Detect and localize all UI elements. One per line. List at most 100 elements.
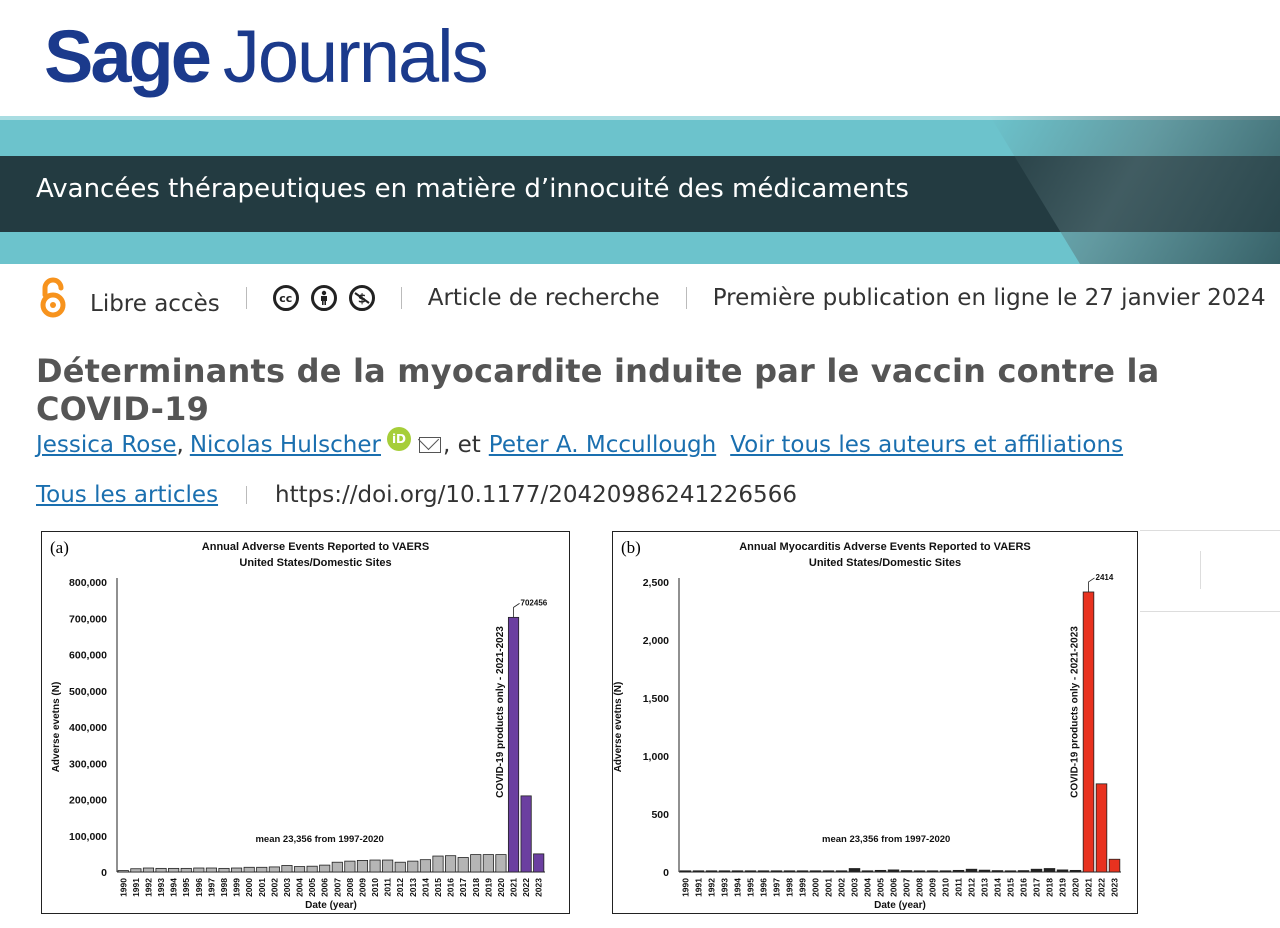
x-tick-label: 2005: [876, 878, 886, 897]
x-tick-label: 2002: [269, 878, 279, 897]
x-tick-label: 2012: [967, 878, 977, 897]
author-separator: ,: [176, 432, 184, 458]
x-tick-label: 2004: [863, 878, 873, 897]
publication-date: Première publication en ligne le 27 janv…: [712, 285, 1266, 311]
bar-1995: [744, 870, 757, 873]
bar-2015: [1004, 870, 1017, 873]
open-access-icon: [40, 277, 66, 318]
view-all-authors-link[interactable]: Voir tous les auteurs et affiliations: [730, 432, 1124, 458]
x-tick-label: 2001: [824, 878, 834, 897]
bar-2010: [939, 870, 952, 873]
x-tick-label: 1997: [206, 878, 216, 897]
all-articles-link[interactable]: Tous les articles: [36, 482, 219, 508]
x-tick-label: 1997: [772, 878, 782, 897]
license-icons[interactable]: cc $: [272, 285, 375, 311]
bar-1997: [205, 867, 217, 873]
bar-2007: [900, 870, 913, 873]
meta-separator: [245, 287, 247, 309]
x-tick-label: 2023: [1110, 878, 1120, 897]
x-tick-label: 1994: [733, 878, 743, 897]
bar-2006: [319, 864, 331, 873]
y-axis-label: Adverse evetns (N): [51, 682, 62, 773]
bar-2005: [306, 865, 318, 873]
x-tick-label: 2011: [954, 878, 964, 897]
x-tick-label: 2019: [1058, 878, 1068, 897]
bar-1993: [155, 867, 167, 873]
bar-2020: [1069, 869, 1082, 873]
email-icon[interactable]: [418, 437, 441, 453]
bar-1994: [168, 867, 180, 873]
x-tick-label: 1996: [194, 878, 204, 897]
bar-1995: [180, 867, 192, 873]
bar-2009: [926, 870, 939, 873]
bar-1999: [796, 870, 809, 873]
x-tick-label: 2023: [534, 878, 544, 897]
bar-2000: [243, 866, 255, 873]
banner-stripe: [0, 116, 1280, 120]
x-tick-label: 2005: [307, 878, 317, 897]
article-meta: Libre accès cc $ Article de recherche Pr…: [36, 276, 1276, 320]
figure-panel-b[interactable]: (b) Annual Myocarditis Adverse Events Rep…: [612, 531, 1138, 914]
x-axis-label: Date (year): [305, 900, 357, 911]
bar-1996: [193, 867, 205, 873]
doi-line: Tous les articles https://doi.org/10.117…: [36, 482, 797, 508]
bar-2022: [520, 795, 532, 873]
x-tick-label: 1992: [143, 878, 153, 897]
figure-panel-a[interactable]: (a) Annual Adverse Events Reported to VAE…: [41, 531, 570, 914]
x-tick-label: 2016: [1019, 878, 1029, 897]
x-tick-label: 2013: [980, 878, 990, 897]
bar-2000: [809, 870, 822, 873]
bar-1992: [705, 870, 718, 873]
x-tick-label: 1991: [131, 878, 141, 897]
sage-journals-logo[interactable]: Sage Journals: [44, 14, 489, 104]
open-access: Libre accès: [36, 277, 220, 319]
x-tick-label: 2007: [332, 878, 342, 897]
author-link-peter-mccullough[interactable]: Peter A. Mccullough: [488, 432, 717, 458]
bar-2003: [281, 865, 293, 873]
bar-2005: [874, 869, 887, 873]
doi-text[interactable]: https://doi.org/10.1177/2042098624122656…: [275, 482, 797, 508]
bar-2004: [861, 870, 874, 873]
x-tick-label: 2003: [850, 878, 860, 897]
cc-icon: cc: [272, 285, 299, 311]
bar-2009: [356, 859, 369, 873]
chart-title: Annual Myocarditis Adverse Events Report…: [739, 541, 1031, 553]
meta-separator: [400, 287, 402, 309]
bar-2003: [848, 868, 861, 873]
bar-2016: [445, 855, 457, 873]
bar-2002: [835, 870, 848, 873]
y-tick-label: 100,000: [69, 831, 107, 843]
article-title: Déterminants de la myocardite induite pa…: [36, 352, 1160, 428]
x-tick-label: 2008: [915, 878, 925, 897]
journal-title[interactable]: Avancées thérapeutiques en matière d’inn…: [36, 174, 909, 204]
bar-1999: [231, 867, 243, 873]
panel-label: (b): [621, 538, 641, 557]
author-link-jessica-rose[interactable]: Jessica Rose: [36, 432, 177, 458]
x-tick-label: 2015: [1006, 878, 1016, 897]
orcid-icon[interactable]: iD: [386, 427, 411, 451]
bar-2013: [407, 860, 419, 873]
x-tick-label: 1995: [746, 878, 756, 897]
x-tick-label: 2018: [471, 878, 481, 897]
y-tick-label: 0: [101, 867, 107, 879]
bar-2019: [1056, 869, 1069, 873]
x-tick-label: 1999: [232, 878, 242, 897]
x-tick-label: 2019: [483, 878, 493, 897]
x-tick-label: 2017: [1032, 878, 1042, 897]
x-tick-label: 1998: [219, 878, 229, 897]
author-link-nicolas-hulscher[interactable]: Nicolas Hulscher: [189, 432, 381, 458]
bar-2012: [965, 868, 978, 873]
bar-2006: [887, 869, 900, 873]
journal-banner: Avancées thérapeutiques en matière d’inn…: [0, 116, 1280, 264]
x-tick-label: 2015: [433, 878, 443, 897]
x-tick-label: 2002: [837, 878, 847, 897]
bar-1992: [142, 867, 155, 873]
x-tick-label: 2018: [1045, 878, 1055, 897]
y-tick-label: 800,000: [69, 577, 107, 589]
x-tick-label: 2021: [1084, 878, 1094, 897]
bar-2012: [394, 861, 406, 873]
bar-2007: [331, 861, 343, 873]
x-tick-label: 2013: [408, 878, 418, 897]
bar-1991: [130, 868, 142, 873]
bar-1998: [783, 870, 796, 873]
